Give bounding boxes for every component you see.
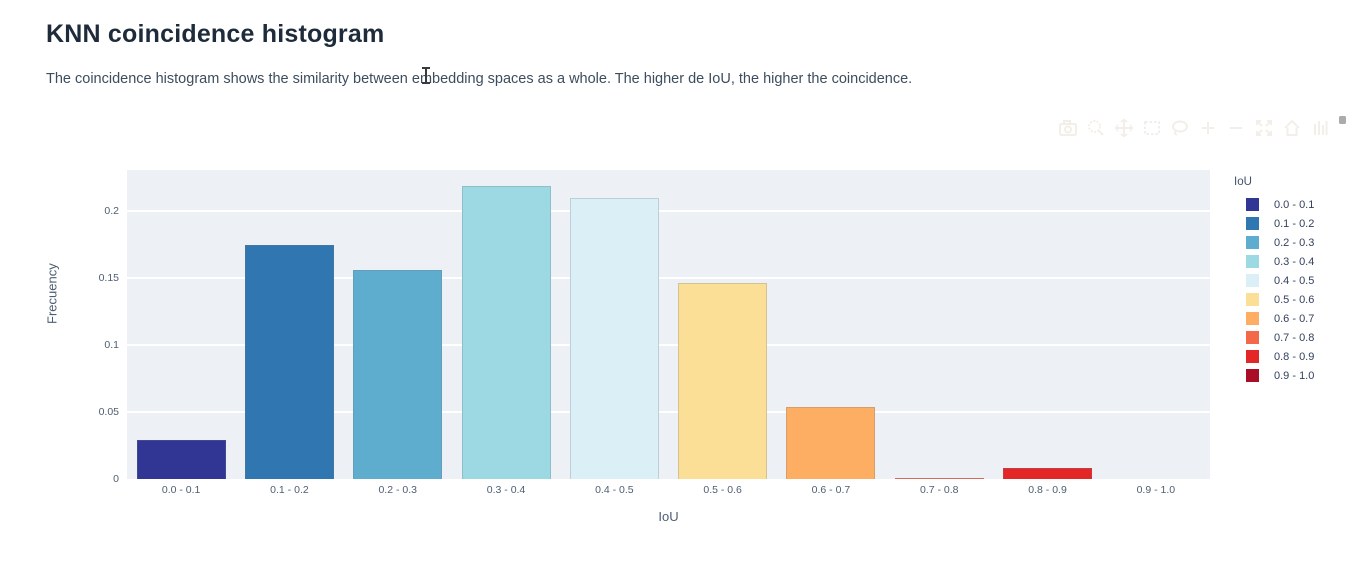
legend-label: 0.4 - 0.5 xyxy=(1274,274,1315,287)
histogram-bar-0.3-0.4[interactable] xyxy=(461,185,551,479)
y-tick-label: 0 xyxy=(113,473,119,485)
x-tick-label: 0.1 - 0.2 xyxy=(270,484,309,496)
x-tick-label: 0.6 - 0.7 xyxy=(811,484,851,496)
page-title: KNN coincidence histogram xyxy=(46,20,385,48)
legend-title: IoU xyxy=(1234,176,1252,188)
legend: IoU 0.0 - 0.1 0.1 - 0.2 0.2 - 0.3 0.3 - 0.4… xyxy=(1234,176,1344,385)
plotly-modebar[interactable] xyxy=(1058,117,1330,139)
legend-item-0.2-0.3[interactable]: 0.2 - 0.3 xyxy=(1234,233,1344,252)
legend-swatch xyxy=(1246,255,1259,268)
legend-swatch xyxy=(1246,312,1259,325)
x-tick-label: 0.7 - 0.8 xyxy=(919,484,959,496)
legend-swatch xyxy=(1246,274,1259,287)
lasso-select-icon[interactable] xyxy=(1170,118,1190,138)
legend-item-0.5-0.6[interactable]: 0.5 - 0.6 xyxy=(1234,290,1344,309)
pan-icon[interactable] xyxy=(1114,118,1134,138)
legend-item-0.0-0.1[interactable]: 0.0 - 0.1 xyxy=(1234,195,1344,214)
legend-item-0.3-0.4[interactable]: 0.3 - 0.4 xyxy=(1234,252,1344,271)
legend-label: 0.5 - 0.6 xyxy=(1274,293,1315,306)
histogram-bar-0.0-0.1[interactable] xyxy=(136,440,226,479)
legend-label: 0.7 - 0.8 xyxy=(1274,331,1315,344)
y-tick-label: 0.05 xyxy=(98,406,119,418)
histogram-bar-0.6-0.7[interactable] xyxy=(786,406,876,479)
plotly-logo-icon[interactable] xyxy=(1310,118,1330,138)
legend-item-0.9-1.0[interactable]: 0.9 - 1.0 xyxy=(1234,366,1344,385)
gridline xyxy=(127,210,1210,212)
x-tick-label: 0.8 - 0.9 xyxy=(1028,484,1067,496)
zoom-icon[interactable] xyxy=(1086,118,1106,138)
y-tick-label: 0.1 xyxy=(104,339,119,351)
zoom-in-icon[interactable] xyxy=(1198,118,1218,138)
legend-label: 0.8 - 0.9 xyxy=(1274,350,1315,363)
x-tick-label: 0.0 - 0.1 xyxy=(161,484,201,496)
gridline xyxy=(127,344,1210,346)
x-tick-label: 0.4 - 0.5 xyxy=(595,484,634,496)
legend-label: 0.0 - 0.1 xyxy=(1274,198,1315,211)
gridline xyxy=(127,411,1210,413)
histogram-bar-0.1-0.2[interactable] xyxy=(244,244,334,479)
y-tick-label: 0.15 xyxy=(98,272,119,284)
y-axis-title: Frecuency xyxy=(44,263,60,324)
zoom-out-icon[interactable] xyxy=(1226,118,1246,138)
x-tick-label: 0.5 - 0.6 xyxy=(703,484,742,496)
reset-axes-icon[interactable] xyxy=(1282,118,1302,138)
page-subtitle: The coincidence histogram shows the simi… xyxy=(46,71,913,87)
legend-item-0.4-0.5[interactable]: 0.4 - 0.5 xyxy=(1234,271,1344,290)
text-cursor-ibeam xyxy=(420,67,432,84)
corner-mark xyxy=(1339,116,1346,124)
legend-label: 0.9 - 1.0 xyxy=(1274,369,1315,382)
legend-swatch xyxy=(1246,236,1259,249)
legend-swatch xyxy=(1246,331,1259,344)
histogram-bar-0.7-0.8[interactable] xyxy=(894,477,984,479)
x-axis-title: IoU xyxy=(658,509,679,524)
x-tick-label: 0.3 - 0.4 xyxy=(486,484,526,496)
autoscale-icon[interactable] xyxy=(1254,118,1274,138)
histogram-bar-0.4-0.5[interactable] xyxy=(569,197,659,479)
legend-label: 0.1 - 0.2 xyxy=(1274,217,1315,230)
legend-swatch xyxy=(1246,198,1259,211)
histogram-bar-0.2-0.3[interactable] xyxy=(353,269,443,479)
camera-icon[interactable] xyxy=(1058,118,1078,138)
gridline xyxy=(127,277,1210,279)
legend-swatch xyxy=(1246,217,1259,230)
legend-item-0.1-0.2[interactable]: 0.1 - 0.2 xyxy=(1234,214,1344,233)
legend-label: 0.2 - 0.3 xyxy=(1274,236,1315,249)
legend-item-0.6-0.7[interactable]: 0.6 - 0.7 xyxy=(1234,309,1344,328)
legend-item-0.8-0.9[interactable]: 0.8 - 0.9 xyxy=(1234,347,1344,366)
histogram-bar-0.5-0.6[interactable] xyxy=(678,283,768,479)
legend-swatch xyxy=(1246,350,1259,363)
y-tick-label: 0.2 xyxy=(104,205,119,217)
x-tick-label: 0.2 - 0.3 xyxy=(378,484,417,496)
legend-label: 0.6 - 0.7 xyxy=(1274,312,1315,325)
legend-item-0.7-0.8[interactable]: 0.7 - 0.8 xyxy=(1234,328,1344,347)
legend-swatch xyxy=(1246,369,1259,382)
plot-area xyxy=(127,170,1210,479)
x-tick-label: 0.9 - 1.0 xyxy=(1136,484,1176,496)
histogram-bar-0.8-0.9[interactable] xyxy=(1003,468,1093,479)
legend-swatch xyxy=(1246,293,1259,306)
legend-label: 0.3 - 0.4 xyxy=(1274,255,1315,268)
box-select-icon[interactable] xyxy=(1142,118,1162,138)
